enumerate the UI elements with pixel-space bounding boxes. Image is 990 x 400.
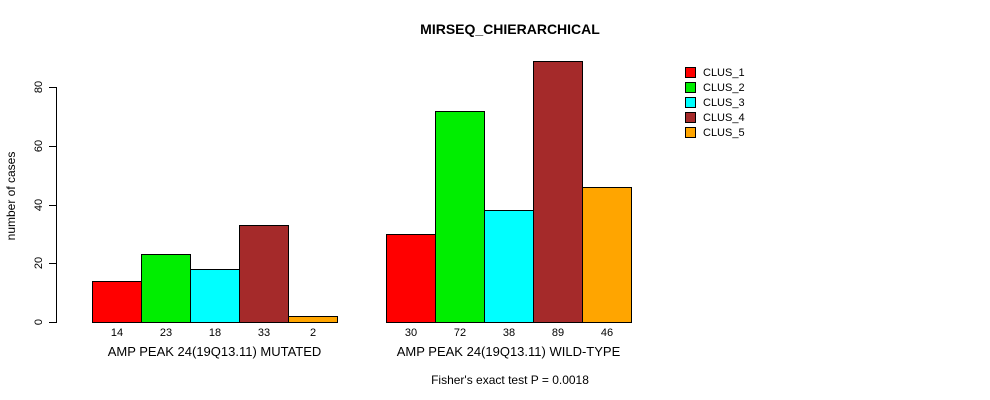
x-group-label: AMP PEAK 24(19Q13.11) MUTATED: [107, 344, 322, 359]
y-axis-tick-label: 40: [33, 198, 45, 211]
legend-label: CLUS_5: [703, 126, 745, 139]
y-axis-tick: [49, 204, 56, 206]
y-axis-tick-label: 80: [33, 80, 45, 94]
x-group-label: AMP PEAK 24(19Q13.11) WILD-TYPE: [396, 344, 621, 359]
legend-swatch: [685, 127, 696, 138]
bar-clus_3-group1: [190, 269, 240, 323]
legend-label: CLUS_2: [703, 81, 745, 94]
bar-value-label: 38: [502, 327, 516, 339]
bar-clus_1-group1: [92, 280, 142, 323]
y-axis-tick: [49, 263, 56, 265]
legend-item: CLUS_1: [685, 65, 745, 80]
legend-item: CLUS_3: [685, 95, 745, 110]
legend-swatch: [685, 67, 696, 78]
bar-clus_2-group1: [141, 254, 191, 323]
legend-item: CLUS_5: [685, 125, 745, 140]
bar-value-label: 46: [600, 327, 614, 339]
legend: CLUS_1 CLUS_2 CLUS_3 CLUS_4 CLUS_5: [685, 65, 745, 140]
legend-item: CLUS_2: [685, 80, 745, 95]
fisher-test-annotation: Fisher's exact test P = 0.0018: [431, 373, 589, 387]
y-axis-tick: [49, 145, 56, 147]
y-axis-tick-label: 0: [33, 318, 45, 326]
bar-clus_2-group2: [435, 110, 485, 323]
bar-value-label: 18: [208, 327, 222, 339]
y-axis-tick-label: 20: [33, 257, 45, 270]
y-axis-tick: [49, 322, 56, 323]
bar-value-label: 2: [309, 327, 317, 339]
bar-clus_1-group2: [386, 233, 436, 323]
bar-clus_5-group2: [582, 186, 632, 323]
legend-item: CLUS_4: [685, 110, 745, 125]
bar-clus_5-group1: [288, 316, 338, 323]
legend-swatch: [685, 97, 696, 108]
bar-clus_4-group1: [239, 225, 289, 323]
chart-title: MIRSEQ_CHIERARCHICAL: [420, 21, 600, 37]
legend-swatch: [685, 112, 696, 123]
legend-label: CLUS_3: [703, 96, 745, 109]
legend-swatch: [685, 82, 696, 93]
y-axis-tick: [49, 87, 56, 88]
y-axis-line: [56, 87, 57, 323]
bar-clus_4-group2: [533, 60, 583, 323]
bar-value-label: 33: [257, 327, 271, 339]
bar-value-label: 14: [110, 327, 124, 339]
y-axis-title: number of cases: [4, 151, 18, 241]
legend-label: CLUS_1: [703, 66, 745, 79]
legend-label: CLUS_4: [703, 111, 745, 124]
bar-value-label: 23: [159, 327, 173, 339]
y-axis-tick-label: 60: [33, 139, 45, 152]
bar-clus_3-group2: [484, 210, 534, 323]
bar-value-label: 72: [453, 327, 467, 339]
bar-value-label: 89: [551, 327, 565, 339]
bar-value-label: 30: [404, 327, 418, 339]
